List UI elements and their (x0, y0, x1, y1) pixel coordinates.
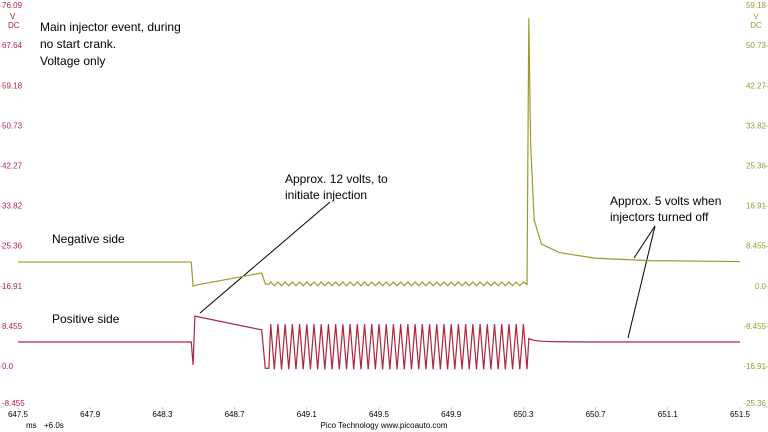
annotation: Approx. 5 volts when (610, 194, 721, 208)
footer: Pico Technology www.picoauto.com (320, 421, 447, 430)
x-tick-label: 649.5 (369, 410, 390, 419)
y-tick-label: 76.09 (2, 1, 23, 10)
y-tick-label: 8.455 (2, 322, 23, 331)
y2-tick-label: 59.18 (746, 1, 767, 10)
annotation: Negative side (52, 232, 125, 246)
y2-tick-label: -16.91 (743, 362, 766, 371)
y2-tick-label: 8.455 (746, 242, 767, 251)
y-tick-label: 25.36 (2, 242, 23, 251)
y2-tick-label: 16.91 (746, 202, 767, 211)
arrow (633, 225, 656, 259)
y-tick-label: 67.64 (2, 41, 23, 50)
y-tick-label: 42.27 (2, 162, 23, 171)
y-tick-label: 50.73 (2, 121, 23, 130)
annotation: initiate injection (285, 188, 367, 202)
y2-unit: V (753, 12, 759, 21)
y2-tick-label: -25.36 (743, 399, 766, 408)
y2-tick-label: -8.455 (743, 322, 766, 331)
y-tick-label: -8.455 (2, 399, 25, 408)
x-tick-label: 649.9 (441, 410, 462, 419)
y2-tick-label: 0.0 (755, 282, 767, 291)
y-unit: DC (8, 21, 20, 30)
annotation: injectors turned off (610, 210, 709, 224)
series-line (18, 315, 740, 370)
x-tick-label: 647.5 (8, 410, 29, 419)
y-tick-label: 0.0 (2, 362, 14, 371)
y-tick-label: 59.18 (2, 81, 23, 90)
annotation: Main injector event, during (40, 20, 181, 34)
annotation: Positive side (52, 312, 120, 326)
x-tick-label: 649.1 (297, 410, 318, 419)
series-line (18, 18, 741, 288)
x-tick-label: 648.3 (152, 410, 173, 419)
annotation: Approx. 12 volts, to (285, 172, 388, 186)
x-tick-label: 651.1 (658, 410, 679, 419)
x-unit: ms (26, 421, 37, 430)
annotation: no start crank. (40, 37, 116, 51)
y-unit: V (10, 12, 16, 21)
x-offset: +6.0s (44, 421, 64, 430)
arrow (627, 225, 656, 339)
y-tick-label: 16.91 (2, 282, 23, 291)
y2-tick-label: 25.36 (746, 162, 767, 171)
annotation: Voltage only (40, 54, 105, 68)
y2-tick-label: 33.82 (746, 121, 767, 130)
y-tick-label: 33.82 (2, 202, 23, 211)
x-tick-label: 650.7 (586, 410, 607, 419)
y2-unit: DC (750, 21, 762, 30)
y2-tick-label: 50.73 (746, 41, 767, 50)
x-tick-label: 651.5 (730, 410, 751, 419)
y2-tick-label: 42.27 (746, 81, 767, 90)
x-tick-label: 648.7 (225, 410, 246, 419)
x-tick-label: 650.3 (513, 410, 534, 419)
x-tick-label: 647.9 (80, 410, 101, 419)
arrow (199, 201, 331, 314)
